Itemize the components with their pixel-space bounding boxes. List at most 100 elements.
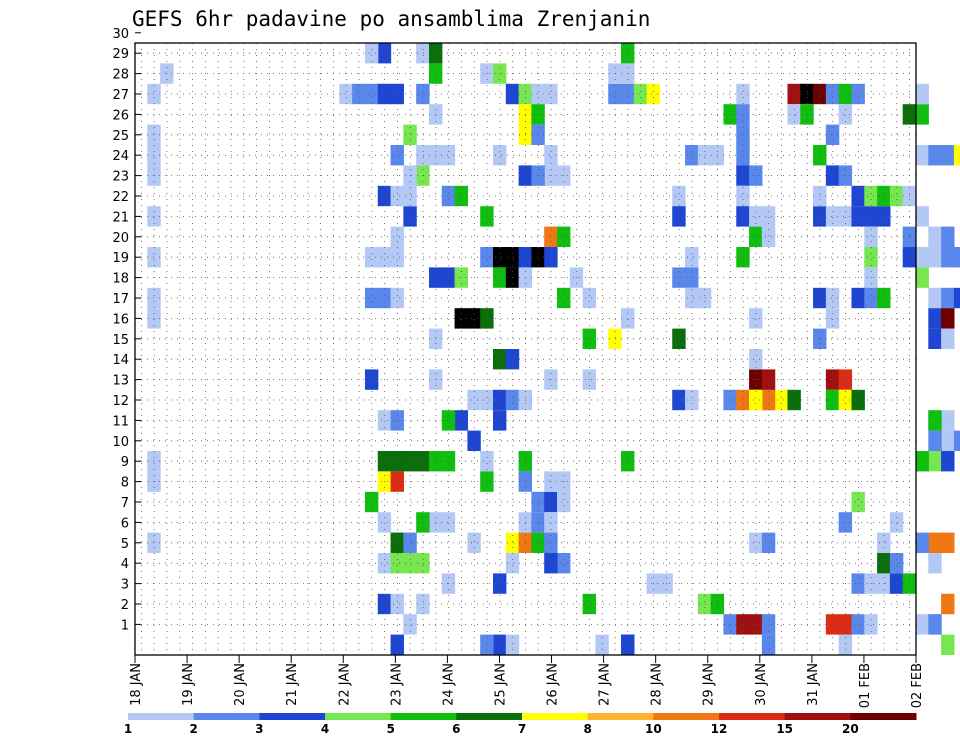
heatmap-cell — [736, 83, 750, 105]
heatmap-cell — [915, 83, 929, 105]
heatmap-cell — [364, 247, 379, 268]
heatmap-cell — [467, 430, 481, 451]
heatmap-cell — [416, 145, 430, 166]
heatmap-cell — [736, 124, 750, 145]
colorbar-swatch — [653, 713, 720, 720]
x-tick-label: 30 JAN — [754, 663, 769, 706]
y-tick-label: 11 — [112, 414, 129, 429]
heatmap-cell — [377, 83, 392, 105]
heatmap-cell — [889, 553, 904, 574]
x-tick-label: 31 JAN — [806, 663, 821, 706]
heatmap-cell — [531, 124, 545, 145]
x-tick-label: 29 JAN — [702, 663, 717, 706]
heatmap-cell — [544, 491, 558, 513]
chart-title: GEFS 6hr padavine po ansamblima Zrenjani… — [132, 7, 650, 31]
heatmap-cell — [390, 532, 404, 553]
heatmap-cell — [761, 634, 776, 655]
y-axis: 1234567891011121314151617181920212223242… — [112, 27, 141, 633]
heatmap-cell — [505, 634, 520, 655]
heatmap-cell — [416, 83, 430, 105]
heatmap-cell — [390, 83, 404, 105]
heatmap-cell — [877, 553, 891, 574]
heatmap-cell — [390, 185, 404, 207]
heatmap-cell — [723, 104, 737, 125]
heatmap-cell — [377, 287, 392, 309]
y-tick-label: 10 — [112, 435, 129, 450]
heatmap-cell — [928, 247, 942, 268]
x-tick-label: 22 JAN — [337, 663, 352, 706]
heatmap-cell — [928, 328, 942, 349]
heatmap-cell — [544, 83, 558, 105]
plot-frame — [134, 42, 917, 656]
heatmap-cell — [544, 512, 558, 533]
y-tick-label: 17 — [112, 292, 129, 307]
colorbar-swatch — [259, 713, 326, 720]
heatmap-cell — [492, 389, 507, 411]
heatmap-cell — [749, 226, 763, 247]
colorbar-swatch — [193, 713, 260, 720]
x-tick-label: 26 JAN — [546, 663, 561, 706]
y-tick-label: 21 — [112, 210, 129, 225]
y-tick-label: 2 — [121, 598, 129, 613]
heatmap-cell — [672, 328, 686, 349]
colorbar-label: 8 — [583, 722, 591, 736]
heatmap-cell — [621, 634, 635, 655]
heatmap-cell — [736, 104, 750, 125]
colorbar-swatch — [850, 713, 917, 720]
heatmap-cell — [377, 512, 392, 533]
heatmap-cell — [941, 328, 955, 349]
colorbar-label: 7 — [518, 722, 526, 736]
heatmap-cell — [505, 349, 520, 370]
heatmap-cell — [736, 185, 750, 207]
heatmap-cell — [364, 491, 379, 513]
heatmap-cell — [928, 308, 942, 329]
heatmap-cell — [889, 185, 904, 207]
heatmap-cell — [749, 532, 763, 553]
y-tick-label: 19 — [112, 251, 129, 266]
heatmap-cell — [377, 43, 392, 64]
heatmap-cell — [441, 512, 456, 533]
heatmap-cell — [915, 145, 929, 166]
heatmap-cell — [377, 410, 392, 431]
heatmap-cell — [928, 553, 942, 574]
heatmap-cell — [941, 451, 955, 472]
heatmap-cell — [774, 389, 789, 411]
heatmap-cell — [851, 83, 865, 105]
colorbar-label: 1 — [124, 722, 132, 736]
heatmap-cell — [467, 308, 481, 329]
heatmap-cell — [505, 389, 520, 411]
heatmap-cell — [838, 104, 853, 125]
x-tick-label: 23 JAN — [389, 663, 404, 706]
heatmap-cell — [441, 185, 456, 207]
heatmap-cell — [761, 389, 776, 411]
heatmap-cell — [928, 410, 942, 431]
heatmap-cell — [787, 389, 801, 411]
heatmap-cell — [941, 287, 955, 309]
heatmap-cell — [736, 247, 750, 268]
heatmap-cell — [864, 226, 878, 247]
heatmap-cell — [672, 185, 686, 207]
x-tick-label: 20 JAN — [233, 663, 248, 706]
heatmap-cell — [928, 532, 942, 553]
heatmap-cell — [672, 206, 686, 227]
colorbar-label: 10 — [645, 722, 662, 736]
heatmap-cell — [851, 491, 865, 513]
heatmap-cell — [749, 349, 763, 370]
heatmap-cell — [390, 287, 404, 309]
heatmap-cell — [941, 308, 955, 329]
heatmap-cell — [633, 83, 648, 105]
heatmap-cell — [941, 226, 955, 247]
heatmap-cell — [915, 104, 929, 125]
heatmap-cell — [480, 308, 494, 329]
heatmap-cell — [736, 206, 750, 227]
heatmap-cell — [377, 593, 392, 615]
heatmap-cell — [544, 247, 558, 268]
heatmap-cell — [531, 532, 545, 553]
heatmap-cell — [403, 206, 417, 227]
y-tick-label: 6 — [121, 516, 129, 531]
heatmap-cell — [390, 145, 404, 166]
heatmap-cell — [838, 634, 853, 655]
heatmap-cell — [364, 83, 379, 105]
heatmap-cell — [864, 287, 878, 309]
